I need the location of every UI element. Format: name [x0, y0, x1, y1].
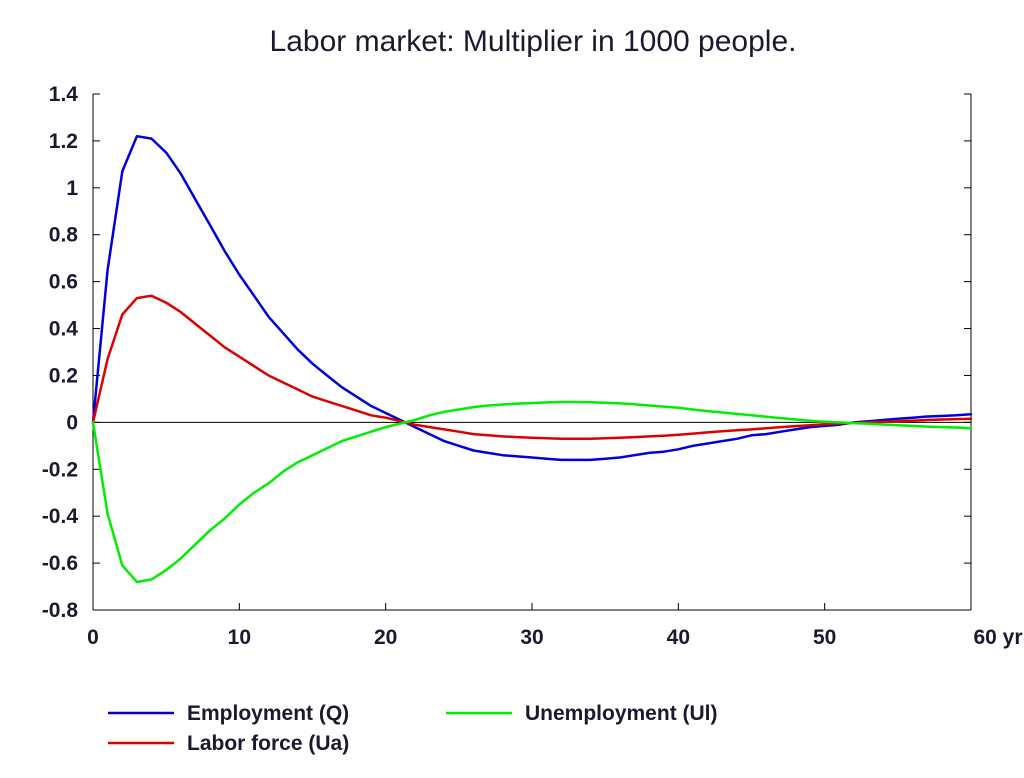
- x-tick-label: 10: [228, 626, 251, 649]
- chart-title: Labor market: Multiplier in 1000 people.: [270, 25, 797, 58]
- legend-label-unemployment: Unemployment (Ul): [525, 702, 718, 725]
- y-tick-label: -0.8: [42, 599, 79, 622]
- series-line-0: [91, 134, 973, 462]
- y-tick-label: 0.8: [49, 224, 79, 247]
- series-line-2: [91, 400, 973, 584]
- legend-label-labor-force: Labor force (Ua): [187, 732, 349, 755]
- ticks: 1.4 1.2 1 0.8 0.6 0.4 0.2 0 -0.2 -0.4 -0.6 -0.8 0 10 2…: [42, 83, 1023, 649]
- series-lines: [91, 134, 973, 584]
- x-tick-label: 0: [87, 626, 99, 649]
- y-tick-label: 0.2: [49, 364, 78, 387]
- y-tick-label: -0.6: [42, 552, 78, 575]
- legend-label-employment: Employment (Q): [187, 702, 349, 725]
- y-tick-label: 1: [66, 177, 78, 200]
- y-tick-label: 0.6: [49, 271, 78, 294]
- legend: Employment (Q) Labor force (Ua) Unemploy…: [108, 702, 718, 755]
- axes: [92, 94, 972, 611]
- x-tick-label: 30: [520, 626, 543, 649]
- series-line-1: [91, 294, 973, 441]
- y-tick-label: 0.4: [49, 318, 79, 341]
- y-tick-label: 1.2: [49, 130, 78, 153]
- y-tick-label: -0.2: [42, 458, 78, 481]
- x-tick-label: 50: [813, 626, 836, 649]
- y-tick-label: -0.4: [42, 505, 79, 528]
- y-tick-label: 1.4: [49, 83, 79, 106]
- y-tick-label: 0: [66, 411, 78, 434]
- x-tick-label: 60 yr: [973, 626, 1022, 649]
- x-tick-label: 40: [667, 626, 690, 649]
- x-tick-label: 20: [374, 626, 397, 649]
